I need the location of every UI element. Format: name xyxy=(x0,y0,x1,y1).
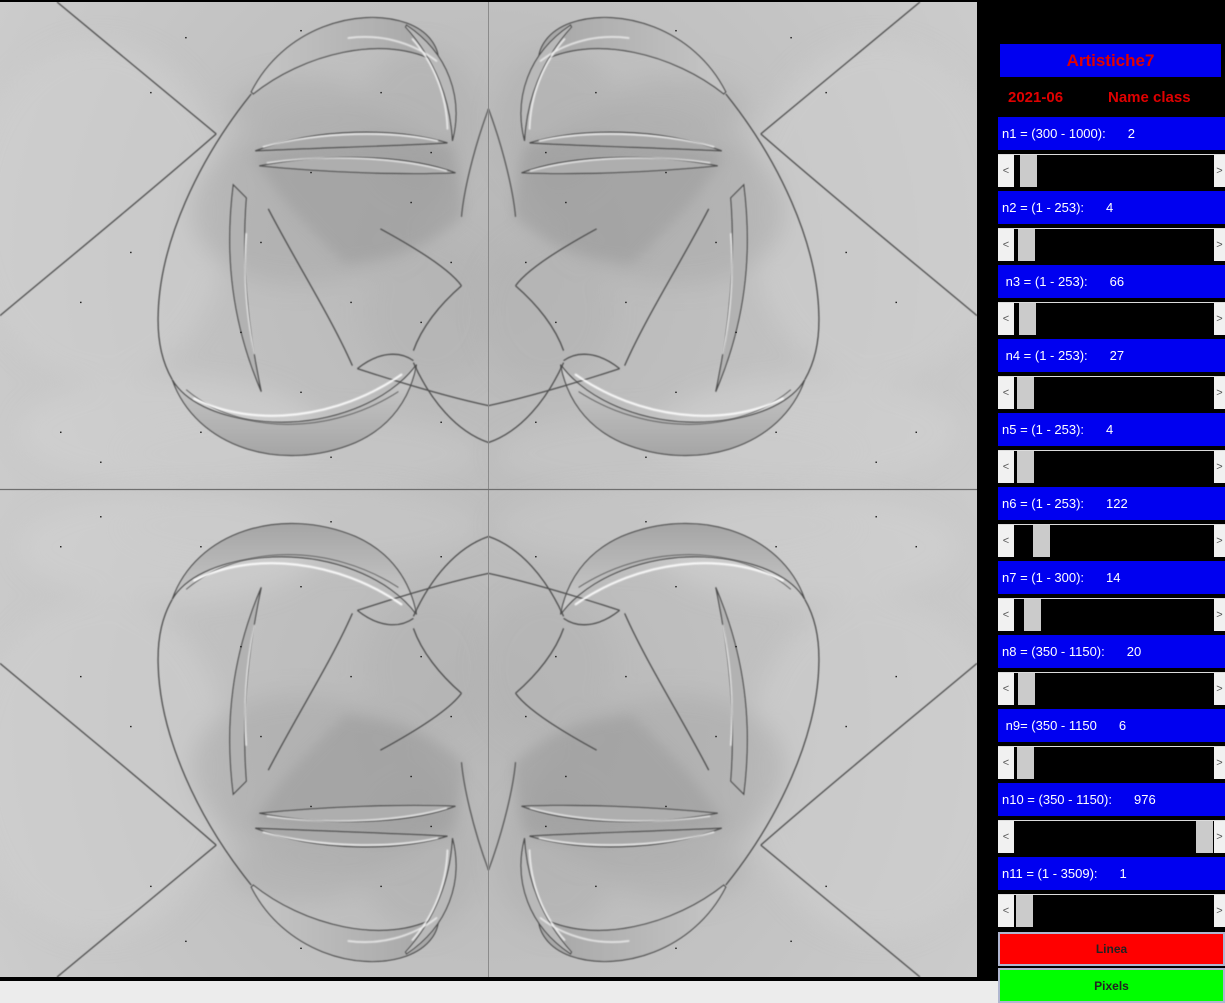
slider-value-n10: 976 xyxy=(1133,792,1156,807)
name-class-label: Name class xyxy=(1108,89,1191,106)
slider-value-n1: 2 xyxy=(1127,126,1135,141)
scroll-left-button-n1[interactable]: < xyxy=(998,155,1014,187)
scroll-left-button-n6[interactable]: < xyxy=(998,525,1014,557)
scroll-right-button-n6[interactable]: > xyxy=(1214,525,1225,557)
slider-value-n2: 4 xyxy=(1106,200,1114,215)
scroll-right-button-n11[interactable]: > xyxy=(1214,895,1225,927)
slider-label-text-n9: n9= (350 - 1150 xyxy=(1002,718,1097,733)
scroll-track-n5[interactable] xyxy=(1014,451,1214,483)
scroll-track-n8[interactable] xyxy=(1014,673,1214,705)
slider-scrollbar-n10[interactable]: < > xyxy=(998,820,1225,853)
scroll-thumb-n7[interactable] xyxy=(1024,599,1041,631)
scroll-thumb-n5[interactable] xyxy=(1017,451,1034,483)
scroll-right-button-n8[interactable]: > xyxy=(1214,673,1225,705)
scroll-thumb-n11[interactable] xyxy=(1016,895,1033,927)
scroll-track-n3[interactable] xyxy=(1014,303,1214,335)
slider-value-n6: 122 xyxy=(1106,496,1128,511)
scroll-thumb-n6[interactable] xyxy=(1033,525,1050,557)
subtitle-row: 2021-06 Name class xyxy=(998,87,1225,109)
status-strip xyxy=(0,981,998,1003)
scroll-left-button-n3[interactable]: < xyxy=(998,303,1014,335)
slider-label-text-n10: n10 = (350 - 1150): xyxy=(1002,792,1112,807)
scroll-right-button-n7[interactable]: > xyxy=(1214,599,1225,631)
linea-button[interactable]: Linea xyxy=(998,932,1225,966)
slider-scrollbar-n11[interactable]: < > xyxy=(998,894,1225,927)
slider-label-n11: n11 = (1 - 3509): 1 xyxy=(998,857,1225,890)
version-label: 2021-06 xyxy=(1008,89,1064,106)
slider-value-n7: 14 xyxy=(1106,570,1121,585)
slider-value-n3: 66 xyxy=(1109,274,1125,289)
scroll-thumb-n8[interactable] xyxy=(1018,673,1035,705)
scroll-thumb-n2[interactable] xyxy=(1018,229,1035,261)
slider-scrollbar-n5[interactable]: < > xyxy=(998,450,1225,483)
scroll-track-n2[interactable] xyxy=(1014,229,1214,261)
scroll-left-button-n2[interactable]: < xyxy=(998,229,1014,261)
slider-label-n1: n1 = (300 - 1000): 2 xyxy=(998,117,1225,150)
slider-label-text-n5: n5 = (1 - 253): xyxy=(1002,422,1085,437)
slider-scrollbar-n3[interactable]: < > xyxy=(998,302,1225,335)
pixels-button[interactable]: Pixels xyxy=(998,968,1225,1003)
slider-label-n3: n3 = (1 - 253): 66 xyxy=(998,265,1225,298)
scroll-track-n11[interactable] xyxy=(1014,895,1214,927)
slider-value-n8: 20 xyxy=(1126,644,1142,659)
slider-label-n6: n6 = (1 - 253): 122 xyxy=(998,487,1225,520)
slider-label-text-n2: n2 = (1 - 253): xyxy=(1002,200,1085,215)
slider-scrollbar-n9[interactable]: < > xyxy=(998,746,1225,779)
scroll-left-button-n8[interactable]: < xyxy=(998,673,1014,705)
scroll-track-n7[interactable] xyxy=(1014,599,1214,631)
scroll-left-button-n10[interactable]: < xyxy=(998,821,1014,853)
scroll-left-button-n4[interactable]: < xyxy=(998,377,1014,409)
slider-label-text-n4: n4 = (1 - 253): xyxy=(1002,348,1088,363)
scroll-thumb-n1[interactable] xyxy=(1020,155,1037,187)
slider-scrollbar-n8[interactable]: < > xyxy=(998,672,1225,705)
slider-label-text-n11: n11 = (1 - 3509): xyxy=(1002,866,1098,881)
scroll-left-button-n11[interactable]: < xyxy=(998,895,1014,927)
slider-value-n11: 1 xyxy=(1119,866,1127,881)
slider-value-n5: 4 xyxy=(1106,422,1114,437)
slider-label-n10: n10 = (350 - 1150): 976 xyxy=(998,783,1225,816)
scroll-right-button-n4[interactable]: > xyxy=(1214,377,1225,409)
scroll-track-n9[interactable] xyxy=(1014,747,1214,779)
scroll-track-n10[interactable] xyxy=(1014,821,1214,853)
scroll-left-button-n7[interactable]: < xyxy=(998,599,1014,631)
slider-label-n7: n7 = (1 - 300): 14 xyxy=(998,561,1225,594)
slider-label-text-n1: n1 = (300 - 1000): xyxy=(1002,126,1106,141)
control-panel: Artistiche7 2021-06 Name class n1 = (300… xyxy=(998,0,1225,1003)
slider-scrollbar-n6[interactable]: < > xyxy=(998,524,1225,557)
slider-label-n4: n4 = (1 - 253): 27 xyxy=(998,339,1225,372)
scroll-right-button-n9[interactable]: > xyxy=(1214,747,1225,779)
slider-value-n9: 6 xyxy=(1118,718,1127,733)
slider-label-text-n7: n7 = (1 - 300): xyxy=(1002,570,1085,585)
slider-scrollbar-n4[interactable]: < > xyxy=(998,376,1225,409)
scroll-thumb-n4[interactable] xyxy=(1017,377,1034,409)
scroll-track-n1[interactable] xyxy=(1014,155,1214,187)
slider-label-text-n3: n3 = (1 - 253): xyxy=(1002,274,1088,289)
fractal-artwork-svg xyxy=(0,2,977,977)
scroll-thumb-n10[interactable] xyxy=(1196,821,1213,853)
scroll-right-button-n3[interactable]: > xyxy=(1214,303,1225,335)
scroll-left-button-n5[interactable]: < xyxy=(998,451,1014,483)
slider-label-n2: n2 = (1 - 253): 4 xyxy=(998,191,1225,224)
slider-scrollbar-n1[interactable]: < > xyxy=(998,154,1225,187)
slider-value-n4: 27 xyxy=(1109,348,1125,363)
scroll-thumb-n9[interactable] xyxy=(1017,747,1034,779)
panel-title: Artistiche7 xyxy=(1000,44,1221,77)
scroll-right-button-n5[interactable]: > xyxy=(1214,451,1225,483)
slider-scrollbar-n2[interactable]: < > xyxy=(998,228,1225,261)
slider-label-text-n6: n6 = (1 - 253): xyxy=(1002,496,1085,511)
scroll-right-button-n10[interactable]: > xyxy=(1214,821,1225,853)
scroll-right-button-n1[interactable]: > xyxy=(1214,155,1225,187)
slider-label-text-n8: n8 = (350 - 1150): xyxy=(1002,644,1105,659)
scroll-track-n4[interactable] xyxy=(1014,377,1214,409)
slider-label-n5: n5 = (1 - 253): 4 xyxy=(998,413,1225,446)
fractal-artwork xyxy=(0,0,977,977)
slider-label-n9: n9= (350 - 1150 6 xyxy=(998,709,1225,742)
slider-scrollbar-n7[interactable]: < > xyxy=(998,598,1225,631)
scroll-thumb-n3[interactable] xyxy=(1019,303,1036,335)
scroll-left-button-n9[interactable]: < xyxy=(998,747,1014,779)
scroll-track-n6[interactable] xyxy=(1014,525,1214,557)
scroll-right-button-n2[interactable]: > xyxy=(1214,229,1225,261)
slider-label-n8: n8 = (350 - 1150): 20 xyxy=(998,635,1225,668)
